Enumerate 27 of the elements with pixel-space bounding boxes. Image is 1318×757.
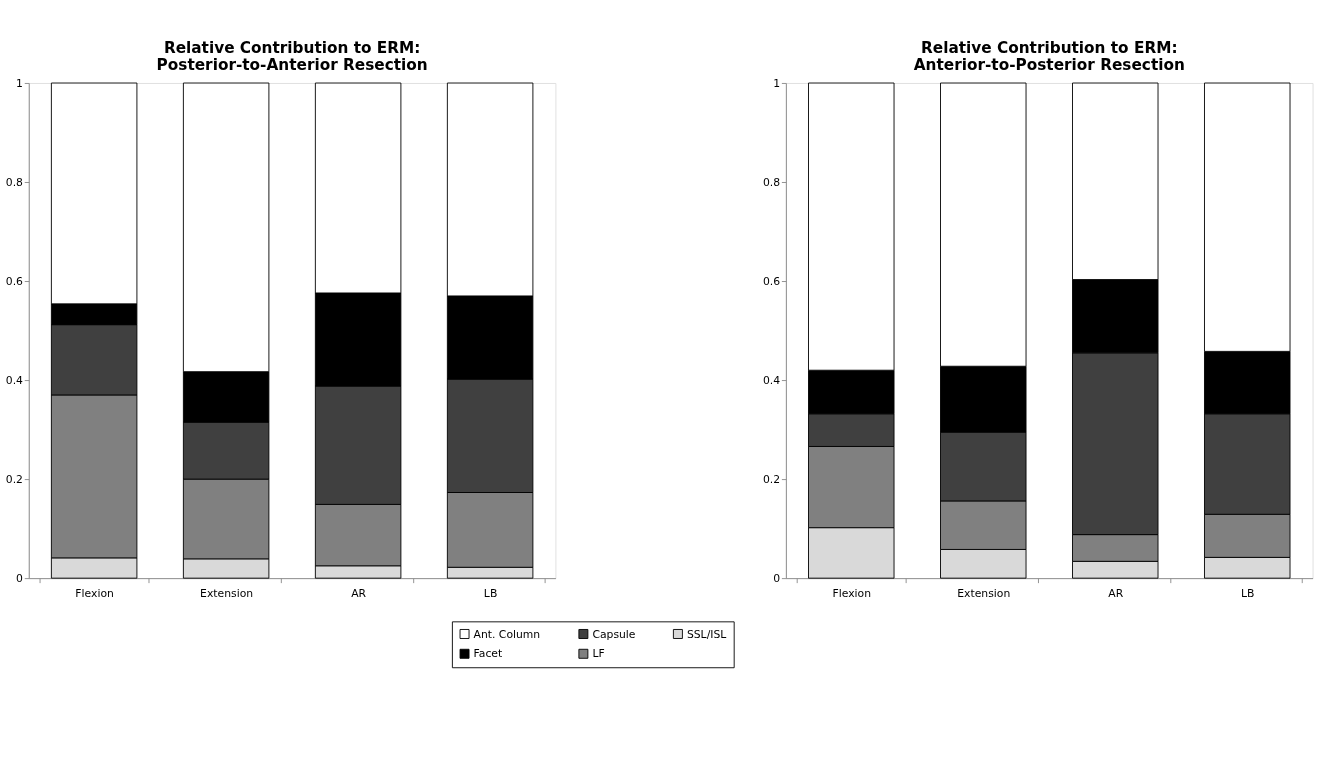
y-tick-label: 0 [773, 572, 781, 586]
y-tick-label: 0.2 [5, 473, 23, 487]
legend-label: Facet [473, 647, 503, 661]
x-tick-label: LB [1240, 586, 1255, 600]
x-tick-label: LB [483, 586, 498, 600]
chart-title: Relative Contribution to ERM: Anterior-to-Posterior Resection [913, 39, 1185, 75]
y-tick-label: 0 [16, 572, 24, 586]
legend-label: Ant. Column [473, 627, 541, 641]
legend-label: LF [592, 647, 605, 661]
y-tick-label: 0.2 [762, 473, 781, 487]
chart-title: Relative Contribution to ERM: Posterior-to-Anterior Resection [156, 39, 428, 75]
x-tick-label: AR [351, 586, 367, 600]
y-tick-label: 1 [773, 77, 781, 91]
x-tick-label: Flexion [832, 586, 871, 600]
x-tick-label: Extension [200, 586, 254, 600]
legend-label: Capsule [592, 627, 636, 641]
x-tick-label: AR [1108, 586, 1124, 600]
y-tick-label: 0.4 [762, 374, 781, 388]
legend-label: SSL/ISL [686, 627, 727, 641]
x-tick-label: Extension [957, 586, 1011, 600]
y-tick-label: 0.8 [762, 176, 781, 190]
y-tick-label: 1 [16, 77, 23, 91]
y-tick-label: 0.6 [762, 275, 781, 289]
y-tick-label: 0.8 [5, 176, 24, 190]
y-tick-label: 0.4 [5, 374, 24, 388]
x-tick-label: Flexion [75, 586, 114, 600]
y-tick-label: 0.6 [5, 275, 24, 289]
